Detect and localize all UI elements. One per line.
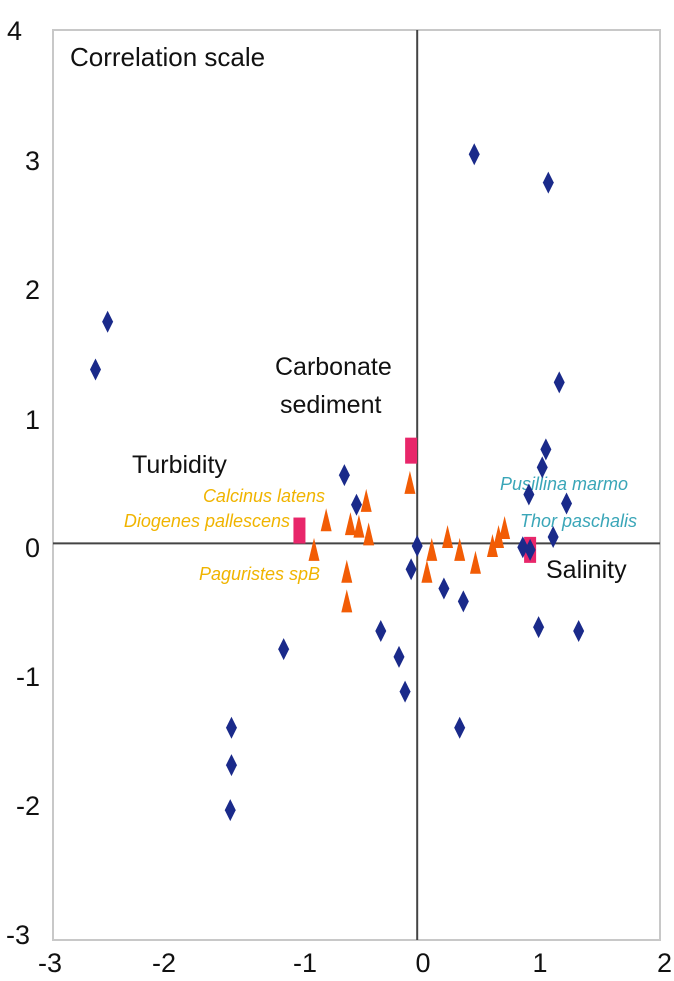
site-diamond-point [338,464,350,487]
site-diamond-point [553,371,565,394]
site-diamond-point [517,536,529,559]
environment-vector-marker [293,517,306,544]
site-diamond-point [524,538,536,561]
x-tick-label: 2 [657,948,672,976]
species-triangle-point [344,512,356,536]
species-triangle-point [426,537,438,561]
site-diamond-point [405,558,417,581]
vector-label: Carbonate [275,353,392,381]
vector-label: Salinity [546,556,627,584]
species-triangle-point [360,488,372,512]
plot-border [52,29,661,941]
site-diamond-point [375,620,387,643]
site-diamond-point [89,358,101,381]
site-diamond-point [540,438,552,461]
species-triangle-point [353,514,365,538]
x-tick-label: 1 [532,948,547,976]
site-diamond-point [399,680,411,703]
y-tick-label: 3 [25,146,40,176]
species-triangle-point [320,508,332,532]
x-tick-label: -3 [38,948,62,976]
plot-frame [52,29,661,941]
site-diamond-point [351,493,362,516]
species-label: Paguristes spB [199,564,320,584]
y-tick-label: 2 [25,275,40,305]
vector-label: Turbidity [132,451,227,479]
species-label: Diogenes pallescens [124,511,290,531]
species-triangle-point [341,559,353,583]
site-diamond-point [393,645,405,668]
chart-title: Correlation scale [70,42,265,72]
site-diamond-point [533,616,545,639]
species-triangle-point [454,537,466,561]
site-diamond-point [573,620,585,643]
species-triangle-point [493,524,505,548]
site-diamond-point [523,483,535,506]
species-triangle-point [308,537,320,561]
site-diamond-point [438,577,450,600]
species-triangle-point [486,534,498,558]
site-diamond-point [457,590,469,613]
species-triangle-point [421,559,433,583]
y-tick-label: -2 [16,791,40,821]
y-tick-label: -1 [16,662,40,692]
site-diamond-point [225,716,237,739]
species-triangle-point [499,515,511,539]
vector-labels: Carbonate sediment Turbidity Salinity [132,353,627,584]
species-triangle-point [363,522,375,546]
species-triangle-point [469,550,481,574]
species-label: Pusillina marmo [500,474,628,494]
site-diamond-point [224,799,236,822]
y-tick-label: 4 [7,16,22,46]
y-tick-label: 1 [25,405,40,435]
site-diamond-point [547,525,559,548]
site-diamond-point [102,310,114,333]
species-labels: Calcinus latens Diogenes pallescens Pagu… [124,474,637,584]
site-diamond-point [468,143,480,166]
y-tick-label: 0 [25,533,40,563]
site-diamond-point [411,535,423,558]
site-diamond-point [542,171,554,194]
vector-label: sediment [280,391,381,419]
x-tick-labels: -3 -2 -1 0 1 2 [38,948,672,978]
species-triangle-point [442,524,454,548]
species-triangle-point [404,470,416,494]
species-label: Thor paschalis [520,511,637,531]
species-triangle-point [341,589,353,613]
site-diamond-point [225,754,237,777]
x-tick-label: -2 [152,948,176,976]
environment-vector-marker [405,437,418,464]
site-diamond-point [454,716,466,739]
x-tick-label: 0 [415,948,430,976]
y-tick-label: -3 [6,920,30,950]
site-diamond-point [278,638,290,661]
site-diamond-point [561,492,573,515]
site-diamond-point [536,456,548,479]
species-label: Calcinus latens [203,486,325,506]
x-tick-label: -1 [293,948,317,976]
y-tick-labels: 4 3 2 1 0 -1 -2 -3 [6,16,40,950]
data-marks [89,143,585,822]
